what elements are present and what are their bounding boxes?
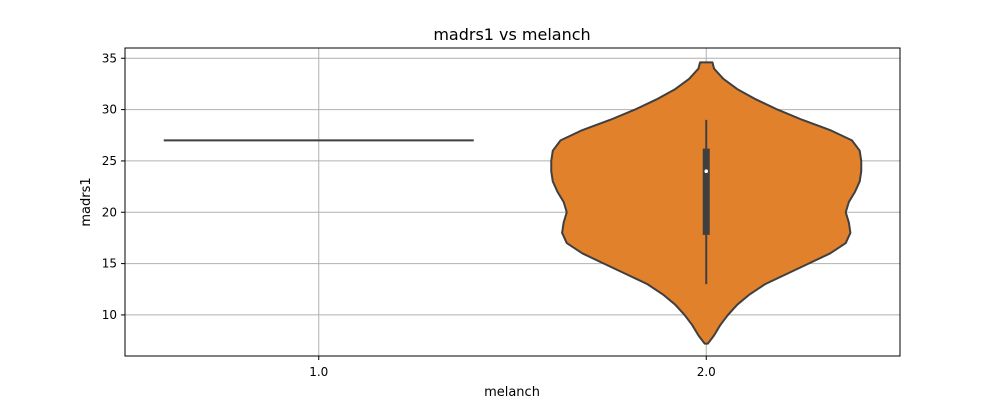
y-tick-label: 25: [102, 154, 117, 168]
violin-median-dot: [704, 169, 709, 173]
violin-iqr-box: [702, 148, 710, 235]
y-tick-label: 30: [102, 103, 117, 117]
y-tick-label: 20: [102, 205, 117, 219]
grid-layer: [125, 48, 900, 356]
y-axis-label: madrs1: [79, 177, 94, 226]
y-tick-label: 15: [102, 257, 117, 271]
x-axis-label: melanch: [484, 385, 540, 400]
plot-frame: [124, 47, 901, 357]
x-tick-label: 1.0: [309, 365, 328, 379]
y-tick-label: 35: [102, 51, 117, 65]
axes-layer: 10 15 20 25 30 35 1.0 2.0: [102, 51, 716, 379]
x-tick-label: 2.0: [697, 365, 716, 379]
violin-layer: [163, 61, 863, 345]
y-tick-label: 10: [102, 308, 117, 322]
chart-title: madrs1 vs melanch: [433, 25, 590, 44]
